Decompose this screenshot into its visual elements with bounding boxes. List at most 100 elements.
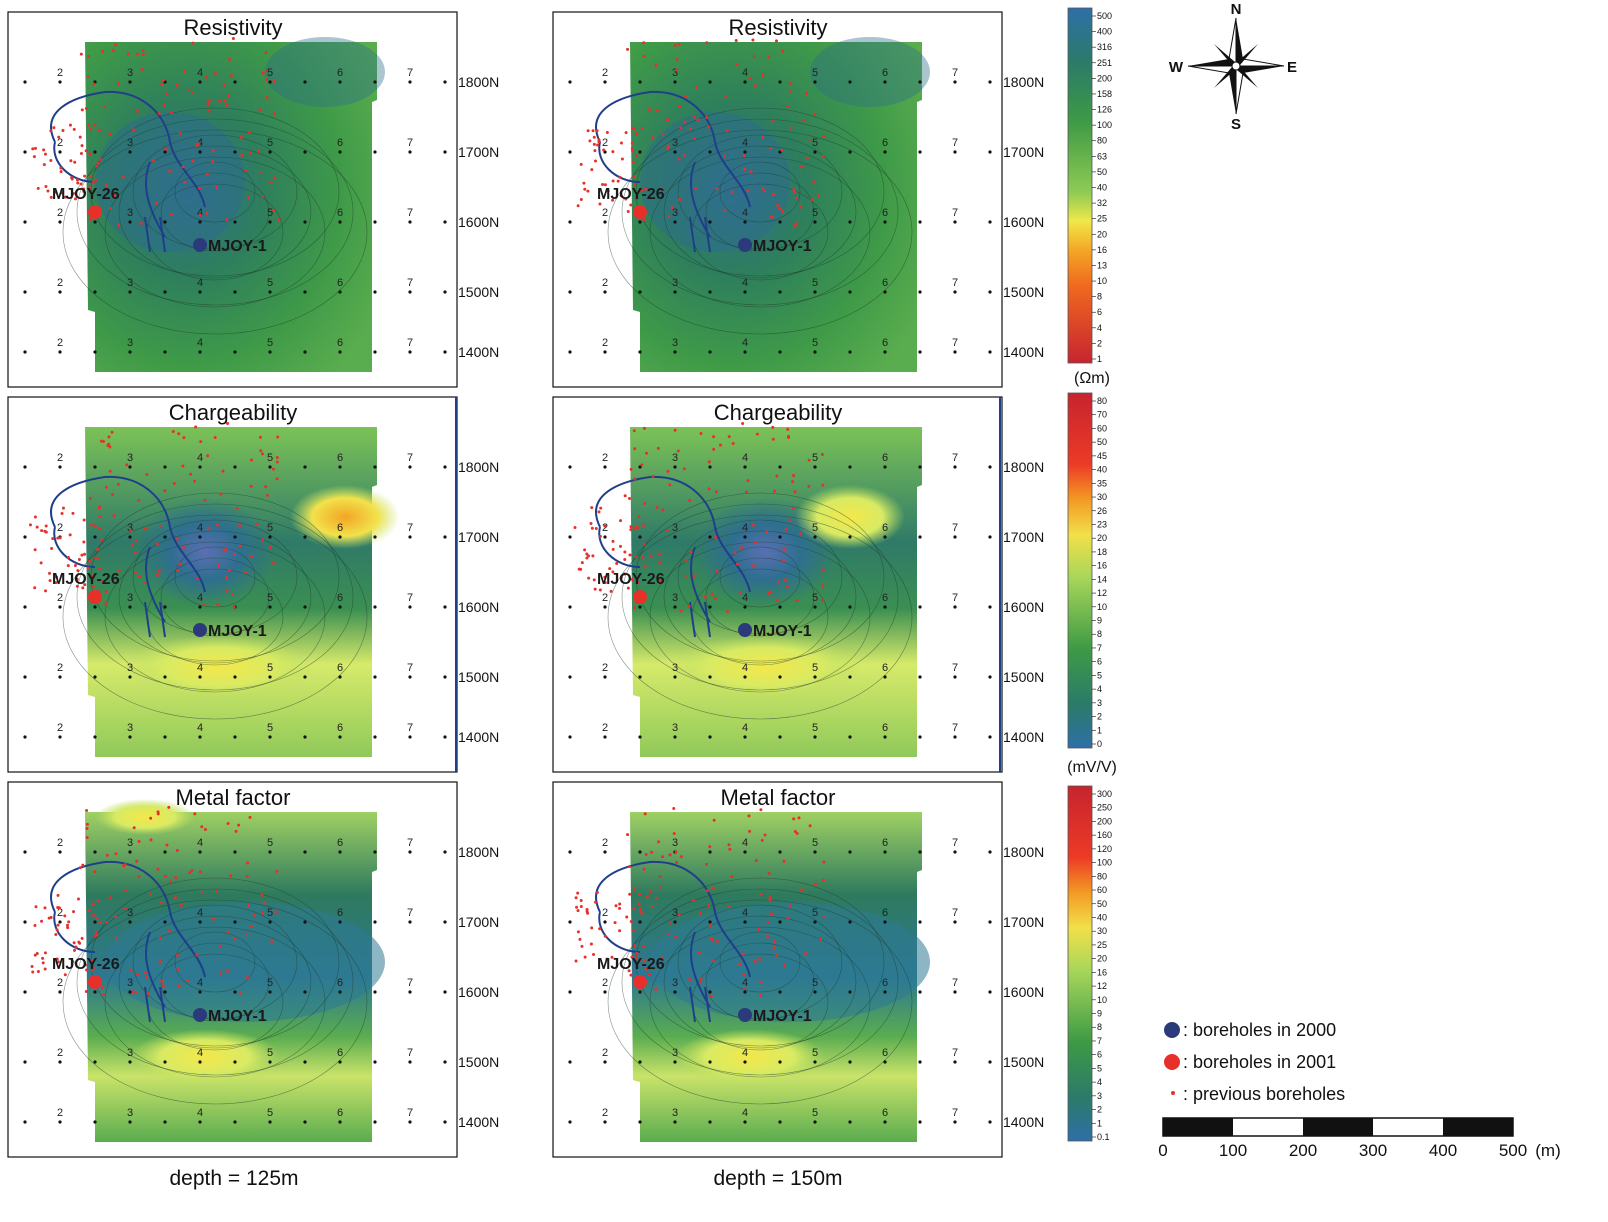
previous-borehole-point	[225, 103, 229, 107]
previous-borehole-point	[759, 892, 763, 896]
station-point	[93, 150, 97, 154]
station-point	[988, 990, 992, 994]
anomaly-zone	[795, 485, 905, 549]
previous-borehole-point	[114, 852, 118, 856]
previous-borehole-point	[161, 984, 165, 988]
previous-borehole-point	[742, 973, 746, 977]
previous-borehole-point	[88, 496, 92, 500]
previous-borehole-point	[66, 926, 70, 930]
previous-borehole-point	[91, 902, 95, 906]
previous-borehole-point	[244, 570, 248, 574]
previous-borehole-point	[206, 102, 210, 106]
station-point	[23, 920, 27, 924]
line-number-label: 6	[882, 1047, 888, 1059]
contour-line	[677, 519, 843, 635]
station-point	[93, 1120, 97, 1124]
station-point	[848, 1060, 852, 1064]
previous-borehole-point	[85, 822, 89, 826]
previous-borehole-point	[39, 561, 43, 565]
previous-borehole-point	[101, 49, 105, 53]
previous-borehole-point	[631, 149, 635, 153]
station-point	[778, 1120, 782, 1124]
previous-borehole-point	[49, 129, 53, 133]
line-number-label: 6	[337, 452, 343, 464]
station-point	[568, 735, 572, 739]
line-number-label: 3	[127, 1047, 133, 1059]
line-number-label: 3	[127, 522, 133, 534]
previous-borehole-point	[677, 913, 681, 917]
previous-borehole-point	[655, 896, 659, 900]
line-number-label: 6	[337, 522, 343, 534]
previous-borehole-point	[787, 436, 791, 440]
colorbar-tick-label: 60	[1097, 423, 1107, 433]
previous-borehole-point	[800, 888, 804, 892]
contour-line	[62, 899, 368, 1105]
previous-borehole-point	[586, 189, 590, 193]
station-point	[638, 920, 642, 924]
previous-borehole-point	[767, 55, 771, 59]
previous-borehole-point	[91, 574, 95, 578]
station-point	[918, 350, 922, 354]
station-point	[988, 920, 992, 924]
station-point	[268, 1120, 272, 1124]
previous-borehole-point	[728, 847, 732, 851]
station-point	[338, 605, 342, 609]
previous-borehole-point	[160, 82, 164, 86]
previous-borehole-point	[104, 590, 108, 594]
previous-borehole-point	[770, 912, 774, 916]
previous-borehole-point	[660, 956, 664, 960]
station-point	[233, 220, 237, 224]
previous-borehole-point	[245, 976, 249, 980]
low-resistivity-zone	[640, 112, 790, 252]
previous-borehole-point	[116, 82, 120, 86]
previous-borehole-point	[275, 456, 279, 460]
previous-borehole-point	[154, 201, 158, 205]
northing-label: 1600N	[1003, 984, 1044, 1000]
previous-borehole-point	[98, 567, 102, 571]
previous-borehole-point	[628, 864, 632, 868]
line-number-label: 7	[407, 837, 413, 849]
previous-borehole-point	[666, 469, 670, 473]
legend-marker-boreholes-2001	[1164, 1054, 1180, 1070]
previous-borehole-point	[93, 524, 97, 528]
line-number-label: 6	[337, 977, 343, 989]
previous-borehole-point	[822, 915, 826, 919]
previous-borehole-point	[245, 874, 249, 878]
previous-borehole-point	[761, 135, 765, 139]
previous-borehole-point	[145, 472, 149, 476]
station-point	[953, 605, 957, 609]
station-point	[708, 1060, 712, 1064]
previous-borehole-point	[577, 567, 581, 571]
station-point	[813, 990, 817, 994]
station-point	[58, 465, 62, 469]
previous-borehole-point	[580, 561, 584, 565]
previous-borehole-point	[606, 189, 610, 193]
station-point	[918, 150, 922, 154]
station-point	[198, 535, 202, 539]
panel-title: Chargeability	[169, 400, 297, 425]
station-point	[673, 80, 677, 84]
previous-borehole-point	[658, 561, 662, 565]
station-point	[338, 1060, 342, 1064]
station-point	[743, 535, 747, 539]
station-point	[268, 150, 272, 154]
line-number-label: 4	[742, 137, 748, 149]
previous-borehole-point	[595, 129, 599, 133]
previous-borehole-point	[788, 81, 792, 85]
borehole-mjoy-1-label: MJOY-1	[208, 1008, 267, 1025]
legend: : boreholes in 2000 : boreholes in 2001 …	[1164, 1020, 1345, 1104]
station-point	[568, 1120, 572, 1124]
colorbar-tick-label: 20	[1097, 229, 1107, 239]
previous-borehole-point	[155, 542, 159, 546]
previous-borehole-point	[597, 140, 601, 144]
line-number-label: 7	[952, 907, 958, 919]
line-number-label: 7	[952, 662, 958, 674]
previous-borehole-point	[248, 815, 252, 819]
contour-line	[663, 145, 857, 279]
previous-borehole-point	[793, 224, 797, 228]
previous-borehole-point	[44, 589, 48, 593]
station-point	[848, 80, 852, 84]
station-point	[303, 1060, 307, 1064]
line-number-label: 5	[812, 67, 818, 79]
colorbar-tick-label: 25	[1097, 940, 1107, 950]
